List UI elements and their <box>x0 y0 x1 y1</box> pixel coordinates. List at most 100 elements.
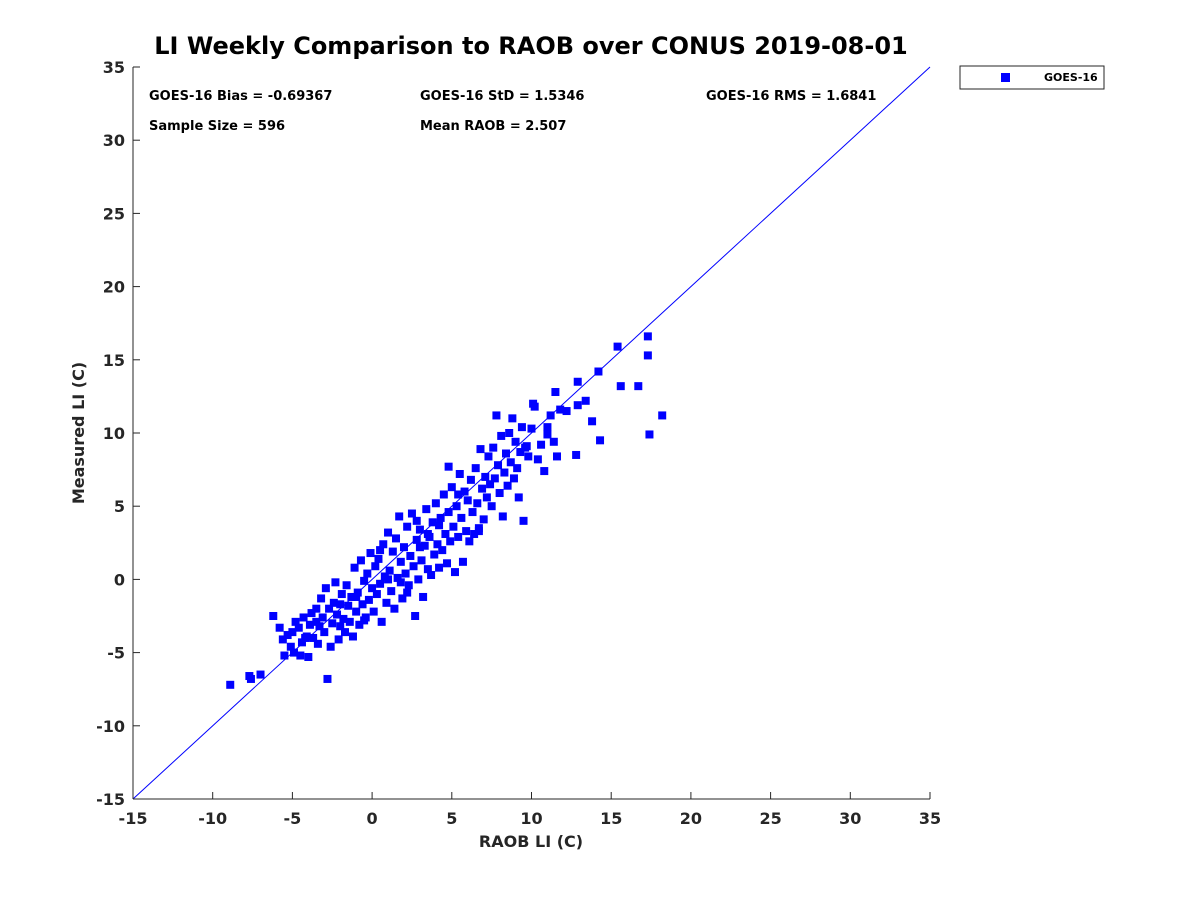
data-point <box>384 528 393 537</box>
data-point <box>393 573 402 582</box>
data-point <box>450 568 459 577</box>
data-point <box>336 600 345 609</box>
data-point <box>473 499 482 508</box>
data-point <box>345 617 354 626</box>
data-point <box>226 680 235 689</box>
legend-label: GOES-16 <box>1044 71 1098 84</box>
data-point <box>404 581 413 590</box>
data-point <box>470 530 479 539</box>
data-point <box>352 607 361 616</box>
data-point <box>301 633 310 642</box>
data-point <box>399 543 408 552</box>
data-point <box>435 521 444 530</box>
data-point <box>313 639 322 648</box>
y-tick-label: -10 <box>96 717 125 736</box>
data-point <box>407 509 416 518</box>
data-point <box>396 557 405 566</box>
data-point <box>379 540 388 549</box>
data-point <box>449 522 458 531</box>
data-point <box>562 407 571 416</box>
y-tick-label: -5 <box>107 644 125 663</box>
data-point <box>634 382 643 391</box>
x-tick-label: -15 <box>119 809 148 828</box>
data-point <box>377 617 386 626</box>
data-point <box>474 527 483 536</box>
data-point <box>334 635 343 644</box>
data-point <box>506 458 515 467</box>
y-tick-label: 15 <box>103 351 125 370</box>
y-axis-label: Measured LI (C) <box>69 362 88 504</box>
y-ticks: -15 -10 -5 0 5 10 15 20 25 30 35 <box>96 58 140 809</box>
data-point <box>360 616 369 625</box>
data-point <box>645 430 654 439</box>
x-tick-label: 35 <box>919 809 941 828</box>
data-point <box>382 598 391 607</box>
data-point <box>283 631 292 640</box>
data-point <box>516 448 525 457</box>
data-point <box>511 437 520 446</box>
data-point <box>318 613 327 622</box>
data-point <box>519 516 528 525</box>
data-point <box>309 633 318 642</box>
data-point <box>299 613 308 622</box>
data-point <box>596 436 605 445</box>
stat-mean-raob: Mean RAOB = 2.507 <box>420 119 566 134</box>
data-point <box>573 401 582 410</box>
data-point <box>529 399 538 408</box>
legend-box <box>959 65 1105 90</box>
data-point <box>443 559 452 568</box>
data-point <box>333 610 342 619</box>
data-point <box>427 571 436 580</box>
data-point <box>372 590 381 599</box>
data-point <box>320 628 329 637</box>
data-point <box>364 595 373 604</box>
data-point <box>643 332 652 341</box>
data-point <box>411 612 420 620</box>
data-point <box>513 464 522 473</box>
statistics-annotations: GOES-16 Bias = -0.69367 GOES-16 StD = 1.… <box>149 89 876 134</box>
data-point <box>482 493 491 502</box>
data-point <box>412 516 421 525</box>
data-point <box>486 480 495 489</box>
data-point <box>543 423 552 432</box>
data-point <box>347 592 356 601</box>
x-tick-label: -10 <box>198 809 227 828</box>
data-point <box>350 563 359 572</box>
data-point <box>246 674 255 683</box>
data-point <box>463 496 472 505</box>
data-point <box>468 508 477 517</box>
data-point <box>409 562 418 571</box>
data-point <box>540 467 549 476</box>
data-point <box>466 475 475 484</box>
data-point <box>423 565 432 574</box>
data-point <box>369 607 378 616</box>
data-point <box>494 461 503 470</box>
data-point <box>423 530 432 539</box>
data-point <box>269 612 278 620</box>
data-point <box>387 587 396 596</box>
data-point <box>457 513 466 522</box>
data-point <box>478 484 487 493</box>
data-point <box>339 614 348 623</box>
data-point <box>352 592 361 601</box>
data-point <box>479 515 488 524</box>
data-point <box>430 550 439 559</box>
legend: GOES-16 <box>959 65 1105 90</box>
x-tick-label: 20 <box>680 809 702 828</box>
data-point <box>500 468 509 477</box>
data-point <box>514 493 523 502</box>
y-tick-label: 10 <box>103 424 125 443</box>
data-point <box>435 563 444 572</box>
data-point <box>458 557 467 566</box>
data-point <box>307 609 316 618</box>
data-point <box>348 632 357 641</box>
data-point <box>549 437 558 446</box>
data-point <box>336 622 345 631</box>
data-point <box>325 604 334 613</box>
stat-bias: GOES-16 Bias = -0.69367 <box>149 89 332 104</box>
data-point <box>256 670 265 679</box>
data-point <box>401 569 410 578</box>
data-point <box>415 525 424 534</box>
data-point <box>436 513 445 522</box>
data-point <box>498 512 507 521</box>
